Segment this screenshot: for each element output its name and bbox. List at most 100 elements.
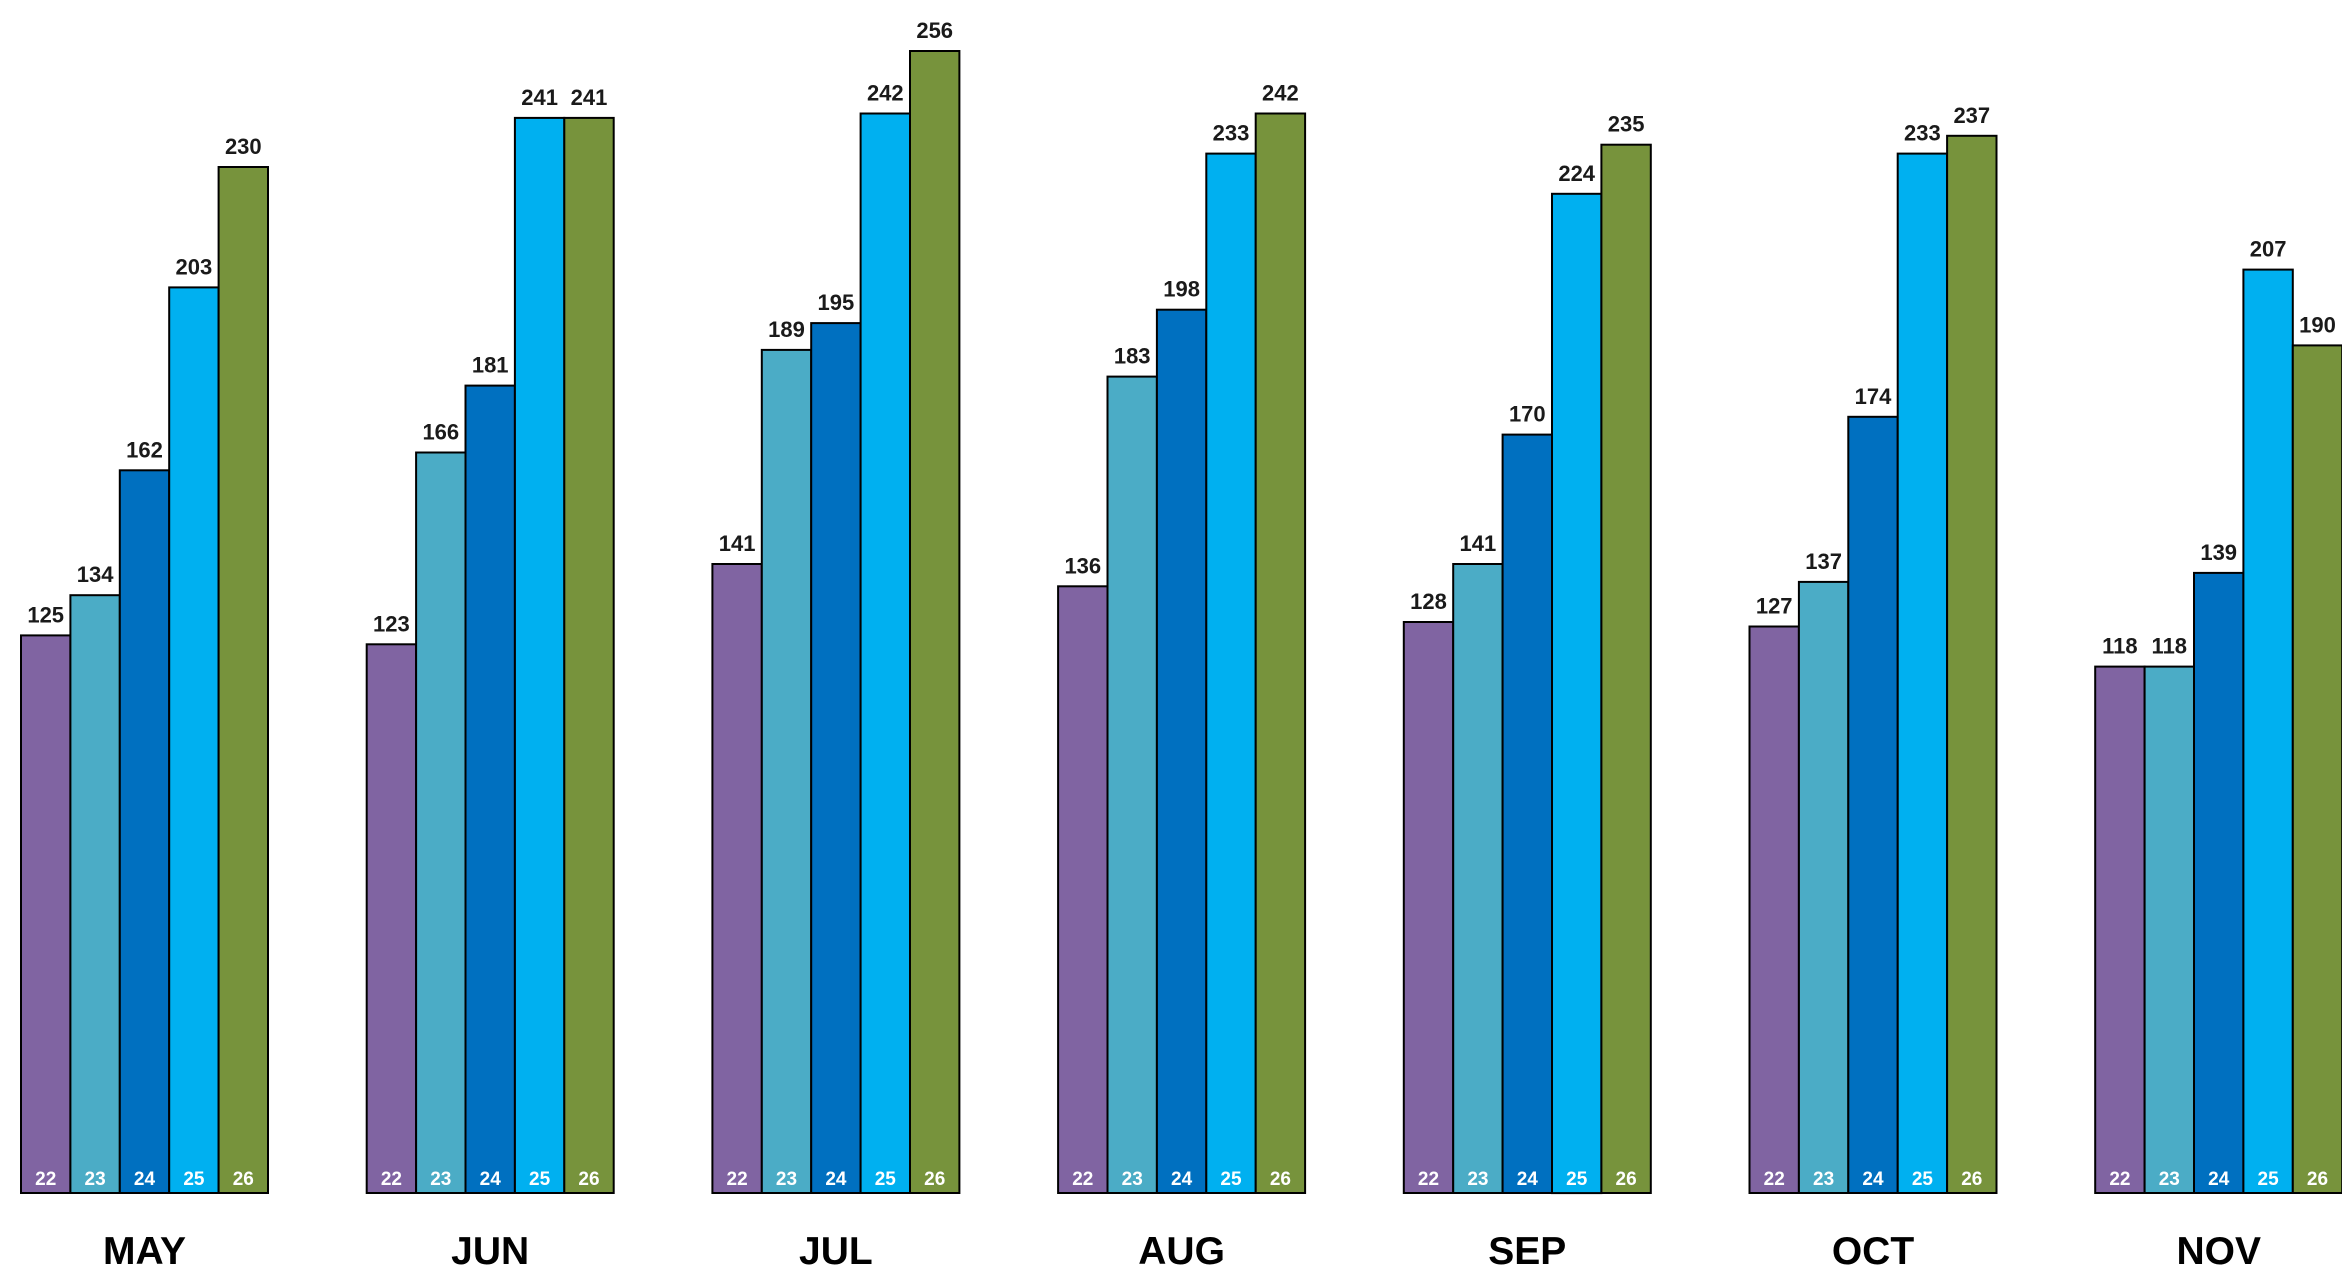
category-label-sep: SEP <box>1488 1230 1566 1268</box>
bar-may-26 <box>217 166 270 1194</box>
series-label-may-26: 26 <box>233 1169 254 1190</box>
category-label-may: MAY <box>103 1230 186 1268</box>
data-label-jul-26: 256 <box>916 18 953 43</box>
bar-sep-23 <box>1452 563 1504 1194</box>
bar-nov-22 <box>2094 665 2146 1194</box>
series-label-jul-22: 22 <box>727 1169 748 1190</box>
data-label-jul-25: 242 <box>867 81 904 106</box>
data-label-sep-26: 235 <box>1608 112 1645 137</box>
bar-sep-24 <box>1501 433 1553 1195</box>
data-label-may-26: 230 <box>225 134 262 159</box>
bar-oct-23 <box>1797 580 1850 1194</box>
category-label-aug: AUG <box>1138 1230 1225 1268</box>
bar-may-24 <box>118 469 171 1194</box>
series-label-jun-24: 24 <box>480 1169 502 1190</box>
series-label-may-24: 24 <box>134 1169 156 1190</box>
series-label-sep-26: 26 <box>1616 1169 1637 1190</box>
bar-nov-23 <box>2143 665 2196 1194</box>
series-label-nov-23: 23 <box>2159 1169 2180 1190</box>
series-label-nov-26: 26 <box>2307 1169 2328 1190</box>
bar-jun-25 <box>513 116 566 1194</box>
series-label-jul-25: 25 <box>875 1169 897 1190</box>
data-label-jun-24: 181 <box>472 353 509 378</box>
series-label-jul-23: 23 <box>776 1169 797 1190</box>
series-label-aug-23: 23 <box>1122 1169 1143 1190</box>
data-label-oct-22: 127 <box>1756 594 1793 619</box>
data-label-aug-24: 198 <box>1163 277 1200 302</box>
bar-sep-25 <box>1551 192 1603 1195</box>
bar-may-25 <box>168 286 220 1194</box>
bar-oct-24 <box>1847 415 1899 1194</box>
series-label-aug-25: 25 <box>1220 1169 1242 1190</box>
data-label-jun-26: 241 <box>571 85 608 110</box>
data-label-sep-22: 128 <box>1410 589 1447 614</box>
bar-group-oct: 127 22 137 23 174 24 233 25 237 26 OCT <box>1748 103 1998 1268</box>
data-label-jul-23: 189 <box>768 317 805 342</box>
data-label-oct-26: 237 <box>1953 103 1990 128</box>
bar-group-jun: 123 22 166 23 181 24 241 25 241 26 JUN <box>365 85 615 1268</box>
bar-oct-22 <box>1748 625 1800 1194</box>
series-label-may-25: 25 <box>183 1169 205 1190</box>
series-label-jun-26: 26 <box>578 1169 599 1190</box>
bar-nov-24 <box>2193 571 2245 1194</box>
series-label-oct-23: 23 <box>1813 1169 1834 1190</box>
bar-jun-24 <box>464 384 516 1195</box>
series-label-jul-26: 26 <box>924 1169 945 1190</box>
data-label-jun-22: 123 <box>373 611 410 636</box>
bar-group-nov: 118 22 118 23 139 24 207 25 190 26 NOV <box>2094 237 2342 1268</box>
data-label-oct-24: 174 <box>1855 384 1892 409</box>
bar-may-22 <box>20 634 72 1194</box>
bar-group-aug: 136 22 183 23 198 24 233 25 242 26 AUG <box>1057 81 1307 1268</box>
data-label-nov-24: 139 <box>2200 540 2237 565</box>
series-label-sep-23: 23 <box>1467 1169 1488 1190</box>
bar-may-23 <box>69 594 121 1194</box>
data-label-may-22: 125 <box>27 602 64 627</box>
series-label-jun-25: 25 <box>529 1169 551 1190</box>
data-label-aug-22: 136 <box>1064 553 1101 578</box>
data-label-may-24: 162 <box>126 437 163 462</box>
bar-jul-26 <box>909 50 961 1194</box>
series-label-aug-26: 26 <box>1270 1169 1291 1190</box>
bar-sep-22 <box>1402 621 1455 1194</box>
series-label-aug-24: 24 <box>1171 1169 1193 1190</box>
series-label-nov-22: 22 <box>2109 1169 2130 1190</box>
bar-jul-24 <box>810 322 862 1195</box>
bar-aug-25 <box>1205 152 1257 1195</box>
bar-jun-26 <box>563 116 615 1194</box>
data-label-may-25: 203 <box>176 254 213 279</box>
series-label-jul-24: 24 <box>825 1169 847 1190</box>
bar-jul-22 <box>711 563 763 1194</box>
data-label-nov-25: 207 <box>2250 237 2287 262</box>
series-label-sep-22: 22 <box>1418 1169 1439 1190</box>
bar-oct-26 <box>1946 134 1998 1194</box>
data-label-sep-25: 224 <box>1558 161 1595 186</box>
data-label-nov-23: 118 <box>2152 634 2188 659</box>
bar-nov-26 <box>2291 344 2342 1194</box>
bar-group-jul: 141 22 189 23 195 24 242 25 256 26 JUL <box>711 18 961 1268</box>
category-label-jun: JUN <box>451 1230 529 1268</box>
series-label-oct-22: 22 <box>1764 1169 1785 1190</box>
bar-oct-25 <box>1896 152 1949 1195</box>
series-label-jun-23: 23 <box>430 1169 451 1190</box>
series-label-may-23: 23 <box>85 1169 106 1190</box>
data-label-sep-23: 141 <box>1460 531 1497 556</box>
bar-aug-22 <box>1057 585 1109 1194</box>
series-label-nov-25: 25 <box>2258 1169 2280 1190</box>
series-label-sep-25: 25 <box>1566 1169 1588 1190</box>
data-label-nov-22: 118 <box>2102 634 2138 659</box>
bar-aug-26 <box>1254 112 1307 1194</box>
series-label-may-22: 22 <box>35 1169 56 1190</box>
bar-jul-23 <box>760 348 813 1194</box>
series-label-oct-26: 26 <box>1961 1169 1982 1190</box>
series-label-nov-24: 24 <box>2208 1169 2230 1190</box>
bar-jul-25 <box>859 112 911 1194</box>
bar-group-sep: 128 22 141 23 170 24 224 25 235 26 SEP <box>1402 112 1652 1268</box>
data-label-jul-24: 195 <box>818 290 855 315</box>
bar-sep-26 <box>1600 143 1652 1195</box>
series-label-jun-22: 22 <box>381 1169 402 1190</box>
category-label-jul: JUL <box>799 1230 873 1268</box>
data-label-oct-23: 137 <box>1805 549 1842 574</box>
series-label-aug-22: 22 <box>1072 1169 1093 1190</box>
bar-nov-25 <box>2242 268 2294 1195</box>
